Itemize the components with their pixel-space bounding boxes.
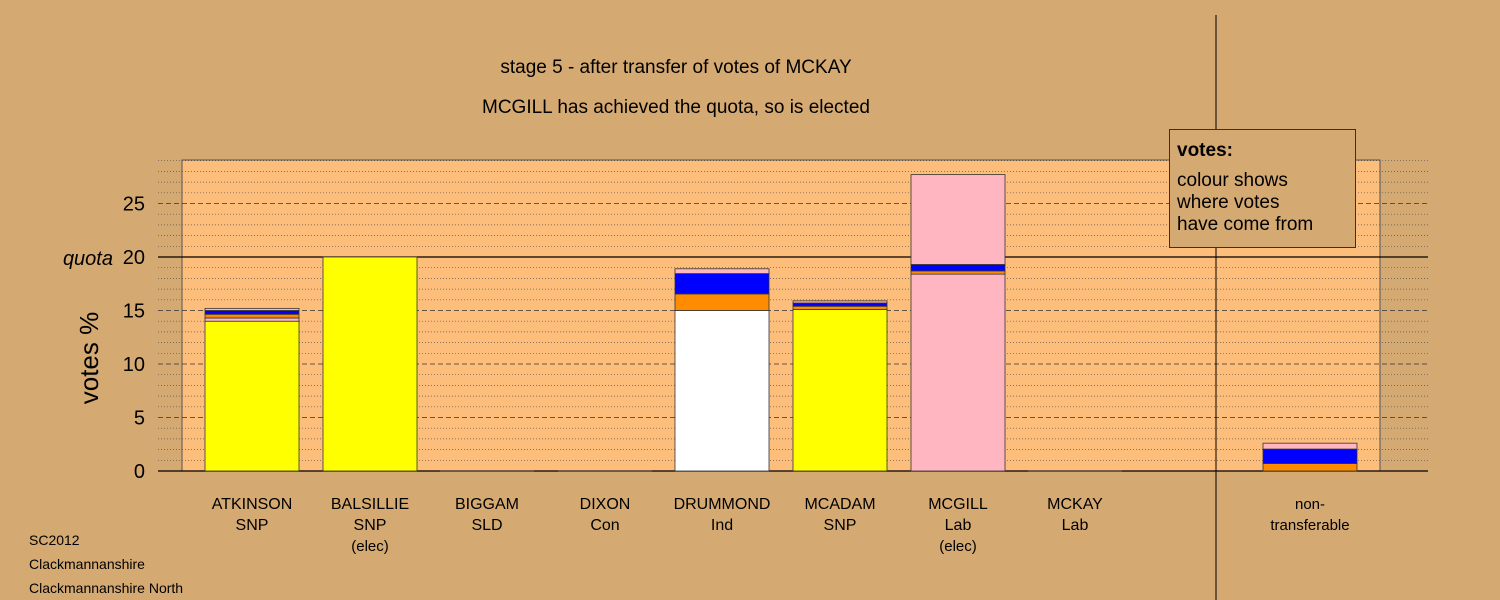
category-label-party: SNP [354,517,387,534]
bar-segment [204,310,300,315]
quota-label: quota [63,248,113,270]
chart-title: stage 5 - after transfer of votes of MCK… [500,57,852,78]
y-tick-label: 10 [123,354,145,376]
legend-title: votes: [1177,140,1233,161]
bar-segment [204,320,300,472]
category-label-party: Lab [1062,517,1089,534]
y-axis-label: votes % [74,312,104,405]
footer-council: Clackmannanshire [29,556,145,572]
bar-segment [792,305,888,310]
bar-segment [674,310,770,472]
bar-segment [792,309,888,472]
category-label-name: ATKINSON [212,496,293,513]
y-tick-label: 0 [134,461,145,483]
category-label-party: SNP [236,517,269,534]
footer-election: SC2012 [29,532,80,548]
bar-segment [322,256,418,472]
chart-subtitle: MCGILL has achieved the quota, so is ele… [482,97,870,118]
bar-segment [792,302,888,307]
bar-segment [674,273,770,295]
category-label-party: Con [590,517,619,534]
category-label-party: Ind [711,517,733,534]
bar-segment [910,270,1006,275]
category-label-name: DIXON [580,496,631,513]
y-tick-label: 15 [123,301,145,323]
category-label-note: (elec) [351,538,389,555]
category-label-party: SNP [824,517,857,534]
bar-segment [910,174,1006,265]
category-label-name: DRUMMOND [674,496,771,513]
y-tick-label: 5 [134,408,145,430]
category-label-name: BALSILLIE [331,496,409,513]
bar-segment [1262,442,1358,450]
category-label-name: BIGGAM [455,496,519,513]
category-label-name: MCKAY [1047,496,1103,513]
footer-ward: Clackmannanshire North [29,580,184,596]
bar-segment [1262,448,1358,464]
bar-segment [674,268,770,274]
category-label-note: (elec) [939,538,977,555]
y-tick-label: 25 [123,194,145,216]
bar-segment [674,293,770,311]
legend-line: where votes [1177,192,1280,213]
bar-segment [1262,463,1358,472]
bar-segment [204,313,300,319]
bar-segment [792,300,888,304]
legend: votes: colour shows where votes have com… [1169,129,1356,248]
legend-line: have come from [1177,214,1314,235]
category-label-party: Lab [945,517,972,534]
category-label-name: MCGILL [928,496,988,513]
bar-segment [204,307,300,311]
legend-line: colour shows [1177,170,1288,191]
bar-segment [204,317,300,322]
category-label-name: non- [1295,496,1325,513]
category-label-party: transferable [1270,517,1349,534]
category-label-name: MCADAM [804,496,875,513]
bar-segment [910,273,1006,472]
category-label-party: SLD [471,517,502,534]
bar-segment [910,264,1006,272]
y-tick-label: 20 [123,247,145,269]
